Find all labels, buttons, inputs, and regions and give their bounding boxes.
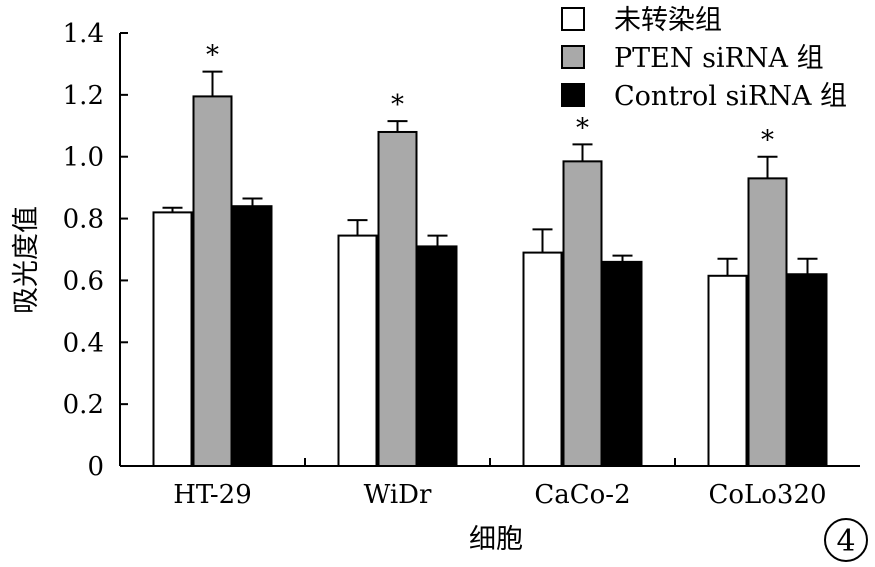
bar <box>522 251 563 467</box>
legend-label: PTEN siRNA 组 <box>614 43 824 74</box>
bar <box>707 274 748 467</box>
bar <box>192 95 233 468</box>
y-axis-label: 吸光度值 <box>11 206 42 314</box>
legend-label: 未转染组 <box>614 5 722 36</box>
significance-star: * <box>391 90 404 120</box>
significance-star: * <box>206 41 219 71</box>
significance-star: * <box>761 126 774 156</box>
bar <box>417 245 458 467</box>
legend-label: Control siRNA 组 <box>614 81 847 112</box>
bar <box>562 160 603 467</box>
x-tick-label: CoLo320 <box>708 480 826 510</box>
bar <box>377 130 418 467</box>
y-tick-label: 0 <box>87 452 104 482</box>
bar <box>152 211 193 467</box>
y-tick-label: 0.6 <box>63 266 104 296</box>
x-tick-label: HT-29 <box>173 480 252 510</box>
y-tick-label: 1.0 <box>63 143 104 173</box>
bar <box>337 234 378 467</box>
bar <box>787 273 828 467</box>
legend: 未转染组 PTEN siRNA 组 Control siRNA 组 <box>561 5 847 112</box>
legend-swatch <box>561 45 585 69</box>
legend-swatch <box>561 7 585 31</box>
y-tick-label: 1.2 <box>63 81 104 111</box>
panel-number-text: 4 <box>836 524 855 559</box>
error-bars <box>162 70 818 276</box>
bars <box>152 95 828 468</box>
y-tick-label: 0.8 <box>63 205 104 235</box>
axes: 0 0.2 0.4 0.6 0.8 1.0 1.2 1.4 HT-29 WiDr CaCo-2 CoL… <box>63 19 860 510</box>
x-tick-label: WiDr <box>364 480 432 510</box>
y-tick-label: 0.2 <box>63 390 104 420</box>
bar <box>232 205 273 467</box>
panel-number-circle <box>824 518 868 562</box>
significance-markers: * * * * <box>206 41 774 156</box>
significance-star: * <box>576 113 589 143</box>
y-tick-label: 0.4 <box>63 328 104 358</box>
legend-swatch <box>561 83 585 107</box>
y-tick-label: 1.4 <box>63 19 104 49</box>
panel-number: 4 <box>824 518 868 562</box>
bar <box>602 260 643 467</box>
bar <box>747 177 788 467</box>
x-tick-label: CaCo-2 <box>534 480 630 510</box>
x-axis-label: 细胞 <box>469 524 523 555</box>
